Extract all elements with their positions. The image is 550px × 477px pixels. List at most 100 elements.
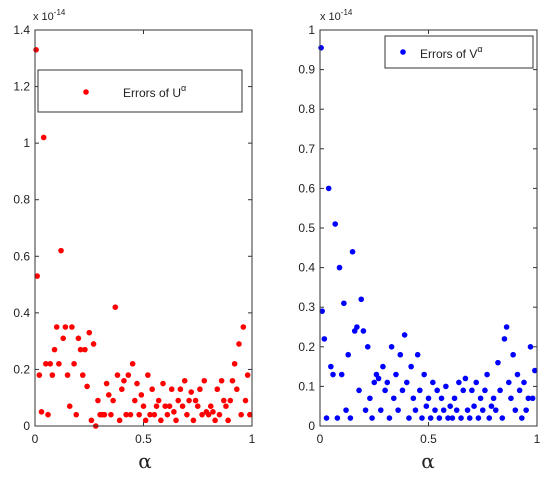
data-point-right-73 (475, 415, 482, 421)
data-point-left-36 (110, 397, 116, 404)
data-point-left-85 (216, 411, 223, 418)
data-point-right-94 (521, 379, 527, 386)
data-point-right-14 (347, 415, 354, 421)
data-point-left-64 (171, 409, 177, 415)
data-point-left-60 (162, 403, 168, 410)
data-point-right-17 (354, 324, 360, 330)
data-point-left-9 (51, 346, 58, 353)
data-point-left-53 (147, 411, 153, 418)
data-point-right-34 (390, 395, 397, 402)
legend-left: Errors of Uα (37, 69, 243, 113)
data-point-right-28 (377, 407, 384, 413)
data-point-left-7 (47, 360, 53, 367)
data-point-right-93 (519, 415, 525, 421)
data-point-right-86 (503, 324, 510, 330)
data-point-right-69 (466, 415, 473, 421)
data-point-right-39 (401, 332, 408, 338)
data-point-right-80 (490, 395, 497, 402)
x-tick-label-right-0: 0 (317, 432, 324, 446)
data-point-right-25 (371, 379, 378, 386)
data-point-left-97 (242, 397, 249, 404)
data-point-left-78 (201, 377, 208, 384)
data-point-right-47 (419, 415, 425, 421)
data-point-right-11 (341, 300, 347, 307)
data-point-right-33 (388, 344, 395, 350)
legend-right: Errors of Vα (384, 35, 534, 69)
data-point-left-75 (194, 403, 201, 410)
data-point-left-18 (71, 360, 77, 367)
data-point-right-71 (471, 403, 477, 410)
data-point-right-31 (384, 379, 391, 386)
data-point-left-70 (184, 411, 190, 418)
y-tick-label-right-9: 0.9 (298, 63, 315, 77)
data-point-left-80 (205, 411, 212, 418)
x-tick-label-left-0: 0 (32, 432, 39, 446)
data-point-right-1 (319, 308, 325, 314)
data-point-right-98 (529, 395, 536, 402)
data-point-right-85 (501, 336, 508, 342)
x-axis-label-left: α (138, 449, 152, 473)
data-point-left-34 (105, 392, 112, 398)
data-point-left-33 (103, 380, 110, 387)
data-point-right-40 (404, 379, 410, 386)
data-point-left-16 (66, 403, 73, 410)
data-point-right-95 (523, 407, 529, 413)
data-point-right-48 (421, 371, 427, 378)
y-tick-label-left-3: 0.6 (13, 249, 30, 263)
data-point-left-83 (212, 417, 218, 424)
data-point-left-86 (218, 377, 225, 384)
y-tick-label-right-10: 1 (308, 23, 315, 37)
data-point-left-93 (234, 386, 240, 393)
scale-note-left: x 10-14 (33, 8, 66, 23)
data-point-left-19 (73, 411, 80, 418)
legend-box-left (37, 69, 243, 113)
data-point-left-1 (34, 273, 40, 279)
data-point-left-24 (84, 383, 90, 390)
data-point-right-36 (395, 407, 401, 413)
data-point-right-87 (505, 379, 512, 386)
plot-right: 0 0.1 0.2 0.3 0.4 0.5 0.6 0.7 0.8 0.9 1 0 0.5 1 x 10-… (298, 8, 540, 473)
plot-left: 0 0.2 0.4 0.6 0.8 1 1.2 1.4 0 0.5 1 x 10-14 Errors… (13, 8, 255, 473)
scatter-points-left (33, 47, 253, 429)
data-point-right-91 (514, 371, 521, 378)
data-point-right-52 (430, 379, 436, 386)
data-point-left-10 (53, 324, 60, 330)
data-point-left-8 (49, 372, 56, 378)
data-point-left-56 (153, 403, 160, 410)
data-point-right-92 (516, 387, 523, 394)
data-point-right-24 (369, 415, 375, 421)
data-point-left-71 (186, 397, 192, 404)
y-tick-label-left-4: 0.8 (13, 193, 30, 207)
data-point-right-42 (408, 363, 414, 370)
data-point-right-35 (393, 371, 399, 378)
data-point-left-23 (82, 346, 88, 353)
data-point-right-0 (318, 45, 324, 51)
data-point-left-81 (207, 403, 214, 410)
data-point-left-29 (95, 397, 101, 404)
data-point-left-47 (134, 380, 140, 387)
data-point-left-61 (164, 411, 171, 418)
data-point-left-39 (116, 417, 123, 424)
data-point-left-73 (190, 417, 197, 424)
data-point-left-45 (129, 360, 136, 367)
data-point-left-90 (227, 397, 234, 404)
data-point-left-65 (173, 417, 179, 424)
data-point-right-56 (438, 395, 445, 402)
data-point-right-37 (397, 351, 404, 358)
data-point-right-20 (360, 328, 367, 334)
y-tick-label-right-3: 0.3 (298, 300, 315, 314)
data-point-left-20 (75, 335, 82, 342)
data-point-left-99 (247, 411, 253, 418)
data-point-right-60 (447, 403, 454, 410)
legend-label-right: Errors of Vα (420, 44, 483, 61)
data-point-left-35 (108, 411, 114, 418)
data-point-right-97 (527, 344, 534, 350)
data-point-right-29 (380, 363, 386, 370)
y-tick-label-left-0: 0 (23, 419, 30, 433)
data-point-right-23 (367, 395, 373, 402)
data-point-right-30 (382, 387, 388, 394)
data-point-right-62 (451, 395, 458, 402)
data-point-right-84 (499, 415, 506, 421)
data-point-left-42 (123, 411, 129, 418)
data-point-left-91 (229, 377, 236, 384)
